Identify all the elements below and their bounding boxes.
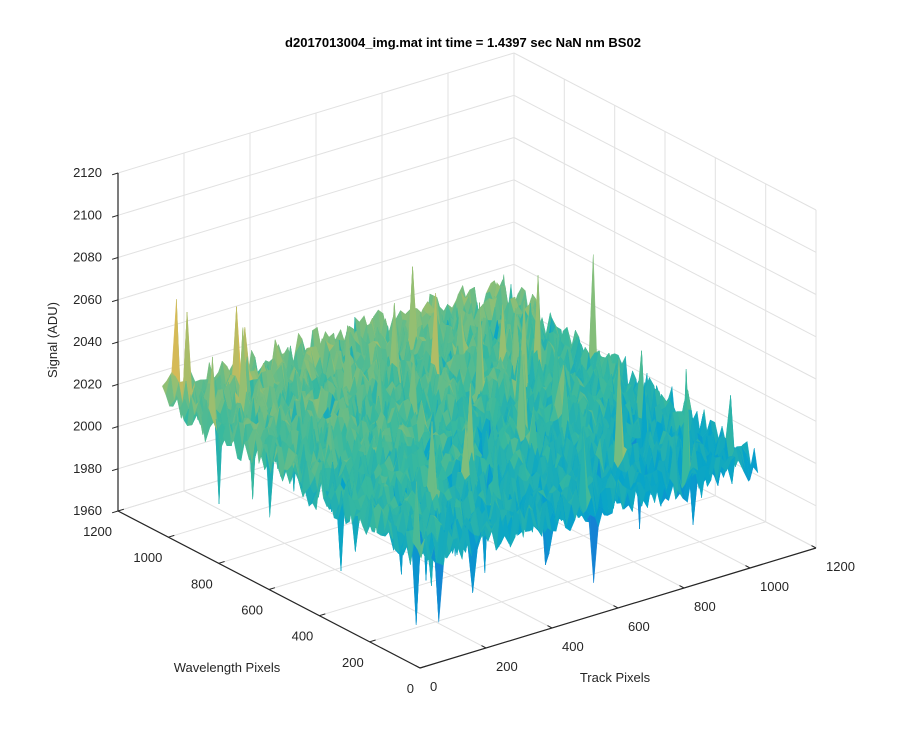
- wall-grid-line: [513, 137, 817, 295]
- surface-cell: [171, 299, 181, 386]
- wall-grid-line: [117, 221, 515, 343]
- wall-grid-line: [117, 94, 515, 216]
- wall-grid-line: [513, 94, 817, 253]
- surface-plot: [162, 254, 759, 625]
- wall-grid-line: [117, 263, 515, 385]
- surface-cell: [588, 254, 598, 368]
- wall-grid-line: [117, 179, 515, 301]
- wall-grid-line: [117, 52, 515, 174]
- wall-grid-line: [117, 137, 515, 258]
- wall-grid-line: [513, 179, 817, 338]
- floor-grid-line: [369, 521, 766, 643]
- wall-grid-line: [513, 221, 817, 380]
- floor-grid-line: [319, 495, 716, 617]
- wall-grid-line: [513, 52, 817, 211]
- wall-grid-line: [513, 263, 817, 422]
